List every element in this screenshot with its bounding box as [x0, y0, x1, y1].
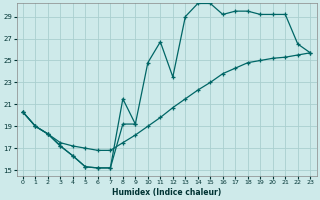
X-axis label: Humidex (Indice chaleur): Humidex (Indice chaleur) — [112, 188, 221, 197]
